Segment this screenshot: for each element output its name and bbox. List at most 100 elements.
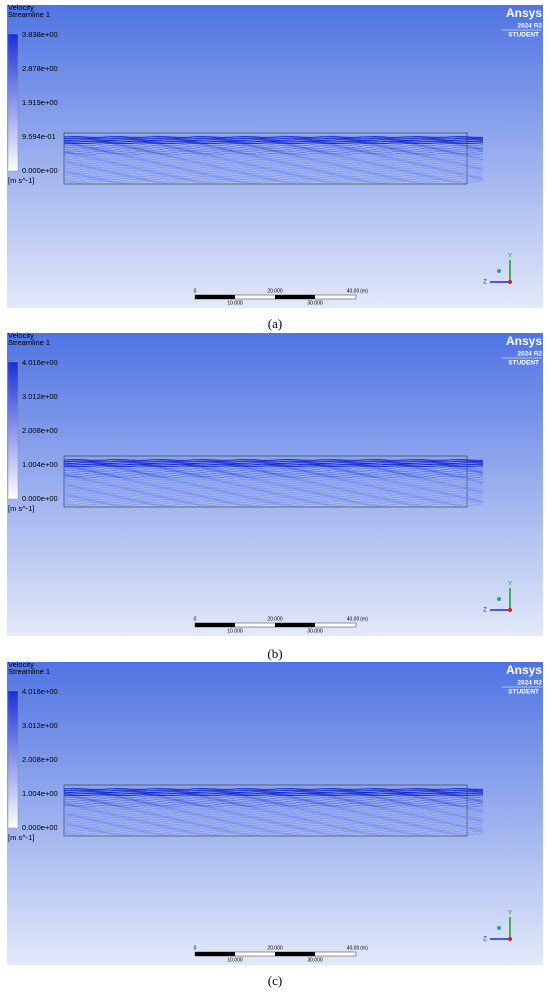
axis-x (497, 926, 501, 930)
streamline (63, 494, 484, 497)
streamline (64, 142, 484, 145)
streamline (63, 500, 484, 504)
scale-label: 10.000 (227, 957, 243, 963)
caption: (a) (268, 316, 282, 331)
streamline (63, 497, 484, 501)
legend-tick-label: 3.838e+00 (22, 30, 58, 39)
streamline (63, 491, 484, 494)
streamline (63, 157, 484, 161)
streamline (63, 459, 483, 461)
streamline (63, 823, 484, 826)
scale-label: 20.000 (267, 288, 283, 294)
axis-label: Y (508, 911, 512, 917)
streamline (63, 810, 484, 814)
streamline (63, 488, 484, 491)
axis-origin (508, 608, 512, 612)
panel-background (7, 662, 543, 965)
legend-tick-label: 1.004e+00 (22, 460, 58, 469)
streamline (64, 798, 484, 802)
streamline (63, 817, 484, 820)
legend-tick-label: 1.004e+00 (22, 789, 58, 798)
axis-label: Y (508, 582, 512, 588)
streamline (63, 463, 483, 466)
streamline (63, 477, 484, 480)
legend-tick-label: 4.016e+00 (22, 358, 58, 367)
scale-bar-seg (195, 952, 235, 956)
legend-tick-label: 9.594e-01 (22, 132, 56, 141)
domain-outline (63, 784, 468, 837)
axis-origin (508, 280, 512, 284)
domain-outline (63, 132, 468, 185)
streamline (63, 485, 484, 488)
streamline (63, 821, 483, 825)
axis-origin (508, 937, 512, 941)
panel-background (7, 333, 543, 636)
streamline (63, 149, 484, 153)
logo-edition: STUDENT (508, 32, 539, 39)
streamline (63, 180, 484, 184)
legend-tick-label: 4.016e+00 (22, 687, 58, 696)
scale-bar-seg (275, 952, 315, 956)
logo-brand: Ansys (506, 334, 542, 348)
streamline (63, 483, 484, 487)
streamline (64, 469, 484, 473)
caption: (c) (268, 973, 282, 988)
scale-bar-seg (275, 623, 315, 627)
streamline (63, 486, 484, 490)
scale-label: 30.000 (307, 628, 323, 634)
streamline (63, 502, 484, 505)
logo-brand: Ansys (506, 6, 542, 20)
streamline (63, 165, 484, 168)
legend-variable: Velocity (8, 3, 34, 12)
legend-unit: [m s^-1] (8, 833, 34, 842)
streamline (63, 475, 484, 479)
streamline (63, 158, 484, 162)
domain-outline (63, 455, 468, 508)
streamline (63, 171, 484, 174)
streamline (63, 826, 484, 830)
scale-label: 40.00 (347, 288, 360, 294)
streamline (63, 801, 484, 805)
axis-label: Y (508, 254, 512, 260)
streamline (63, 174, 484, 178)
streamline (63, 169, 483, 173)
legend-tick-label: 2.008e+00 (22, 426, 58, 435)
streamline (64, 460, 484, 463)
scale-bar-seg (195, 295, 235, 299)
streamline (63, 143, 484, 147)
streamline (64, 146, 484, 150)
scale-label: 0 (194, 616, 197, 622)
streamline (63, 800, 484, 803)
streamline (63, 139, 484, 142)
streamline (63, 480, 484, 484)
axis-x (497, 269, 501, 273)
scale-label: 40.00 (347, 945, 360, 951)
streamline (63, 471, 484, 474)
scale-label: 40.00 (347, 616, 360, 622)
colorbar (7, 690, 19, 829)
streamline (63, 804, 484, 808)
legend-tick-label: 0.000e+00 (22, 823, 58, 832)
streamline (63, 818, 484, 822)
streamline (63, 812, 484, 816)
streamline (63, 832, 484, 836)
logo-edition: STUDENT (508, 689, 539, 696)
streamline (63, 177, 484, 181)
streamline (63, 472, 484, 476)
scale-label: (m) (360, 945, 368, 951)
logo-version: 2024 R2 (517, 23, 542, 30)
axis-label: Z (483, 937, 487, 943)
logo-version: 2024 R2 (517, 351, 542, 358)
streamline (63, 481, 484, 485)
legend-tick-label: 3.012e+00 (22, 721, 58, 730)
axis-x (497, 597, 501, 601)
streamline (63, 162, 484, 165)
streamline (63, 160, 484, 164)
legend-tick-label: 0.000e+00 (22, 166, 58, 175)
scale-label: 20.000 (267, 616, 283, 622)
streamline (63, 168, 484, 171)
legend-tick-label: 2.878e+00 (22, 64, 58, 73)
